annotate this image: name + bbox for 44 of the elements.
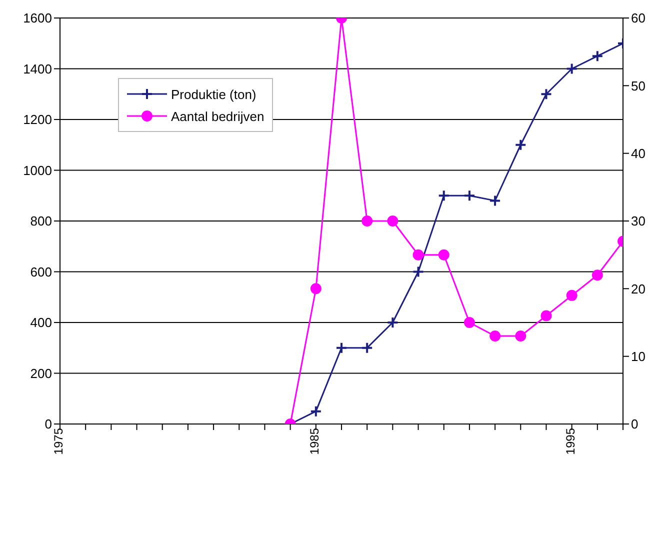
point — [592, 270, 603, 281]
y-tick-label: 1600 — [23, 10, 52, 26]
point — [540, 88, 552, 100]
x-tick-label: 1975 — [52, 428, 66, 455]
point — [310, 405, 322, 418]
point — [387, 216, 398, 226]
point — [566, 62, 578, 75]
y-tick-label: 1000 — [23, 162, 52, 178]
point — [515, 330, 526, 342]
point — [362, 216, 373, 226]
y2-tick-label: 60 — [631, 10, 646, 26]
y-tick-label: 400 — [30, 315, 52, 330]
y2-tick-label: 20 — [631, 281, 646, 296]
point — [464, 317, 475, 328]
y-tick-label: 600 — [30, 264, 52, 280]
y2-tick-label: 40 — [631, 146, 646, 161]
y-tick-label: 200 — [30, 366, 52, 381]
y-tick-label: 1200 — [23, 112, 52, 128]
point — [438, 190, 450, 202]
y2-tick-label: 50 — [631, 78, 646, 94]
y2-tick-label: 0 — [631, 416, 638, 432]
point — [438, 249, 450, 260]
point — [412, 266, 424, 278]
legend-label: Produktie (ton) — [171, 86, 256, 102]
point — [361, 342, 374, 354]
point — [566, 290, 578, 301]
point — [463, 190, 476, 202]
x-tick-label: 1995 — [563, 428, 578, 455]
y-tick-label: 800 — [30, 214, 52, 229]
y-tick-label: 1400 — [23, 61, 52, 76]
legend-label: Aantal bedrijven — [171, 108, 264, 124]
y2-tick-label: 30 — [631, 214, 646, 229]
y2-tick-label: 10 — [631, 348, 646, 364]
point — [412, 249, 424, 260]
x-tick-label: 1985 — [307, 428, 322, 455]
point — [489, 194, 502, 207]
point — [386, 316, 399, 328]
point — [591, 50, 604, 62]
point — [310, 283, 322, 294]
point — [540, 310, 552, 322]
point — [336, 342, 348, 354]
y-tick-label: 0 — [44, 416, 52, 432]
point — [514, 138, 527, 151]
point — [490, 330, 501, 342]
